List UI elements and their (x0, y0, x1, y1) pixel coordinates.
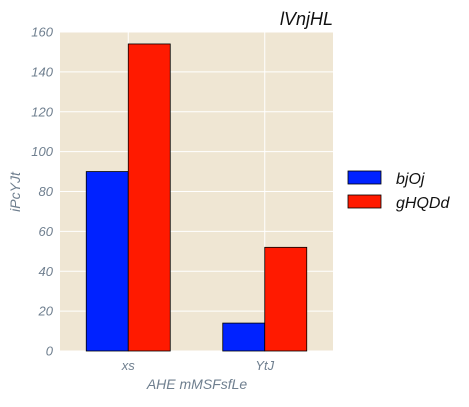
legend: bjOj gHQDd (347, 170, 450, 212)
y-tick-label: 100 (31, 144, 53, 159)
bar-gHQDd-xs (127, 43, 171, 352)
bar-bjOj-xs (85, 171, 129, 352)
y-tick-label: 160 (31, 25, 53, 40)
y-tick-label: 140 (31, 64, 53, 79)
legend-swatch-gHQDd (347, 194, 382, 209)
bar-bjOj-YtJ (222, 322, 266, 352)
legend-label-gHQDd: gHQDd (396, 195, 450, 212)
y-axis-label: iPcYJt (7, 171, 23, 212)
y-tick-label: 120 (31, 104, 53, 119)
y-tick-label: 20 (38, 304, 54, 319)
legend-swatch-bjOj (347, 170, 382, 185)
y-tick-label: 40 (39, 264, 54, 279)
x-axis-label: AHE mMSFsfLe (146, 376, 248, 392)
chart-title: lVnjHL (280, 9, 333, 29)
bars (85, 43, 308, 352)
y-tick-label: 60 (39, 224, 54, 239)
x-tick-label: xs (121, 358, 136, 373)
x-tick-label: YtJ (255, 358, 274, 373)
y-tick-label: 0 (46, 344, 54, 359)
x-tick-labels: xs YtJ (121, 358, 275, 373)
y-tick-labels: 0 20 40 60 80 100 120 140 160 (31, 25, 53, 359)
legend-label-bjOj: bjOj (396, 171, 425, 188)
y-tick-label: 80 (39, 184, 54, 199)
bar-gHQDd-YtJ (264, 246, 308, 352)
